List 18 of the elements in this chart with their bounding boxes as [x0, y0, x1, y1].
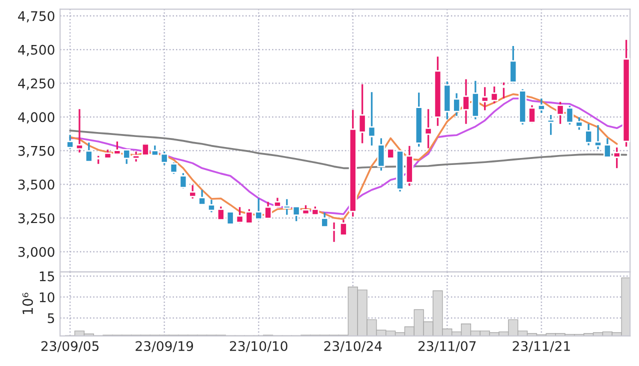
y-tick-label: 4,750: [18, 11, 54, 22]
x-tick-label: 23/11/21: [512, 341, 570, 352]
y-tick-label: 3,000: [18, 246, 54, 258]
x-tick-label: 23/11/07: [418, 341, 476, 352]
y-tick-label: 10: [40, 292, 54, 302]
x-tick-label: 23/10/24: [324, 341, 382, 352]
y-tick-label: 5: [48, 313, 54, 324]
y-tick-label: 3,250: [18, 213, 54, 225]
x-tick-label: 23/09/19: [136, 341, 194, 352]
y-tick-label: 4,000: [18, 112, 54, 124]
y-tick-label: 4,500: [18, 44, 54, 56]
y-axis-title: 10⁶: [22, 292, 33, 314]
y-tick-label: 15: [40, 272, 54, 282]
y-tick-label: 4,250: [18, 78, 54, 90]
x-tick-label: 23/10/10: [230, 341, 288, 352]
y-tick-label: 3,750: [18, 146, 54, 158]
y-tick-label: 3,500: [18, 180, 54, 191]
x-tick-label: 23/09/05: [41, 341, 99, 352]
